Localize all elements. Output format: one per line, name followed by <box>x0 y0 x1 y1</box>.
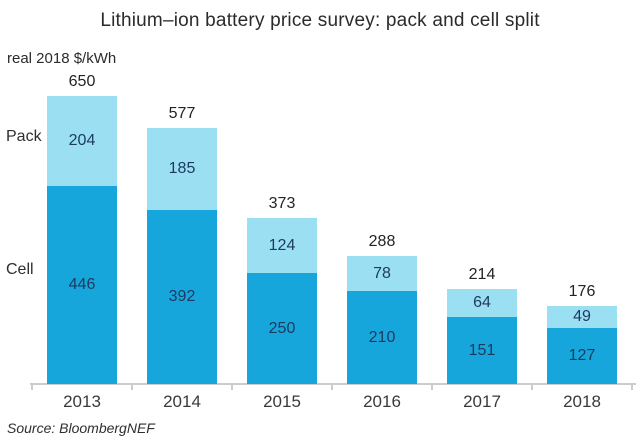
pack-value-label-2018: 49 <box>573 308 591 325</box>
cell-segment-2018: 127 <box>547 328 617 384</box>
x-tick-label-2014: 2014 <box>163 392 201 411</box>
chart-title: Lithium–ion battery price survey: pack a… <box>100 10 540 31</box>
total-label-2015: 373 <box>268 195 296 212</box>
x-axis-tick <box>231 384 233 390</box>
cell-segment-2013: 446 <box>47 186 117 384</box>
x-axis-line <box>30 383 636 385</box>
pack-value-label-2016: 78 <box>373 264 391 282</box>
cell-value-label-2017: 151 <box>468 341 496 359</box>
cell-segment-2015: 250 <box>247 273 317 384</box>
total-label-2013: 650 <box>68 73 96 90</box>
x-tick-label-2013: 2013 <box>63 392 101 411</box>
x-axis-tick <box>431 384 433 390</box>
cell-value-label-2015: 250 <box>268 319 296 337</box>
cell-segment-2017: 151 <box>447 317 517 384</box>
cell-value-label-2013: 446 <box>68 276 96 293</box>
x-tick-label-2018: 2018 <box>563 392 601 411</box>
total-label-2017: 214 <box>468 266 496 283</box>
x-axis-tick <box>131 384 133 390</box>
pack-value-label-2014: 185 <box>168 160 196 177</box>
cell-segment-2016: 210 <box>347 291 417 384</box>
pack-segment-2016: 78 <box>347 256 417 291</box>
x-axis-tick <box>531 384 533 390</box>
cell-segment-2014: 392 <box>147 210 217 384</box>
y-axis-unit-label: real 2018 $/kWh <box>7 50 117 67</box>
total-label-2016: 288 <box>368 233 396 250</box>
cell-value-label-2018: 127 <box>568 347 596 364</box>
x-tick-label-2016: 2016 <box>363 392 401 411</box>
x-tick-label-2015: 2015 <box>263 392 301 411</box>
pack-segment-2015: 124 <box>247 218 317 273</box>
plot-area: 446 204 650 2013 392 185 577 2014 250 124 373 2015 2… <box>30 0 636 411</box>
pack-segment-2018: 49 <box>547 306 617 328</box>
cell-value-label-2016: 210 <box>368 328 396 346</box>
legend-cell-label: Cell <box>6 261 34 278</box>
pack-segment-2017: 64 <box>447 289 517 317</box>
pack-value-label-2017: 64 <box>473 294 491 311</box>
total-label-2014: 577 <box>168 105 196 122</box>
pack-segment-2013: 204 <box>47 96 117 186</box>
x-axis-tick <box>331 384 333 390</box>
x-axis-tick <box>631 384 633 390</box>
legend-pack-label: Pack <box>6 128 42 145</box>
x-axis-tick <box>31 384 33 390</box>
pack-segment-2014: 185 <box>147 128 217 210</box>
x-tick-label-2017: 2017 <box>463 392 501 411</box>
pack-value-label-2015: 124 <box>268 236 296 254</box>
pack-value-label-2013: 204 <box>68 132 96 149</box>
total-label-2018: 176 <box>568 283 596 300</box>
source-note: Source: BloombergNEF <box>7 420 155 436</box>
cell-value-label-2014: 392 <box>168 288 196 305</box>
